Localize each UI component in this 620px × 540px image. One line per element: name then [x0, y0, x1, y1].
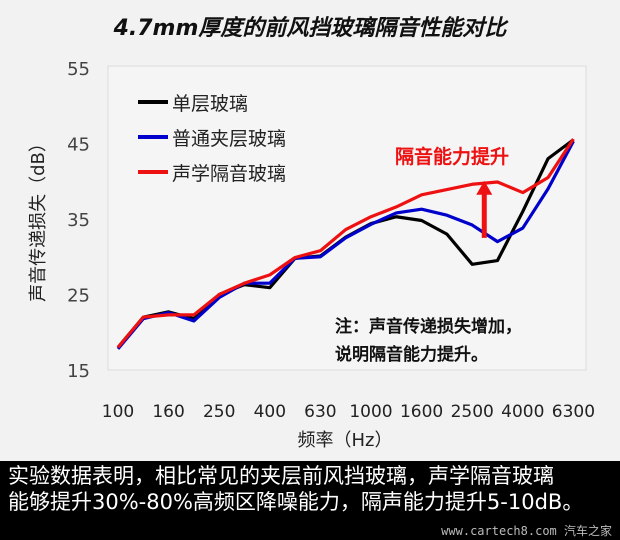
- x-tick-label: 630: [304, 402, 336, 422]
- x-tick-label: 1600: [400, 402, 443, 422]
- x-tick-label: 6300: [552, 402, 595, 422]
- caption-line-1: 实验数据表明，相比常见的夹层前风挡玻璃，声学隔音玻璃: [8, 464, 554, 488]
- x-tick-label: 4000: [501, 402, 544, 422]
- caption-band: 实验数据表明，相比常见的夹层前风挡玻璃，声学隔音玻璃 能够提升30%-80%高频…: [0, 461, 620, 540]
- x-tick-label: 2500: [451, 402, 494, 422]
- x-tick-label: 100: [102, 402, 134, 422]
- y-tick-label: 15: [67, 361, 90, 382]
- legend-label: 单层玻璃: [172, 93, 248, 115]
- y-axis-label: 声音传递损失（dB）: [28, 134, 49, 302]
- legend-label: 声学隔音玻璃: [172, 163, 286, 185]
- y-tick-label: 25: [67, 286, 90, 307]
- x-axis-label: 频率（Hz）: [298, 430, 393, 451]
- note-line-1: 注：声音传递损失增加，: [335, 316, 522, 337]
- y-tick-label: 55: [67, 59, 90, 80]
- y-tick-label: 45: [67, 135, 90, 156]
- x-tick-label: 400: [254, 402, 286, 422]
- note-line-2: 说明隔音能力提升。: [335, 344, 488, 365]
- x-tick-label: 160: [152, 402, 184, 422]
- chart-title: 4.7mm厚度的前风挡玻璃隔音性能对比: [113, 16, 507, 41]
- caption-line-2: 能够提升30%-80%高频区降噪能力，隔声能力提升5-10dB。: [8, 490, 584, 514]
- legend-label: 普通夹层玻璃: [172, 128, 286, 150]
- x-tick-label: 250: [203, 402, 235, 422]
- x-tick-label: 1000: [349, 402, 392, 422]
- watermark: www.cartech8.com 汽车之家: [441, 524, 612, 538]
- arrow-label: 隔音能力提升: [395, 145, 509, 168]
- y-tick-label: 35: [67, 210, 90, 231]
- arrow-up-icon: [476, 180, 493, 195]
- line-chart: 15 25 35 45 55 100 160 250 400 630 1000 1600 2500 40…: [28, 59, 595, 451]
